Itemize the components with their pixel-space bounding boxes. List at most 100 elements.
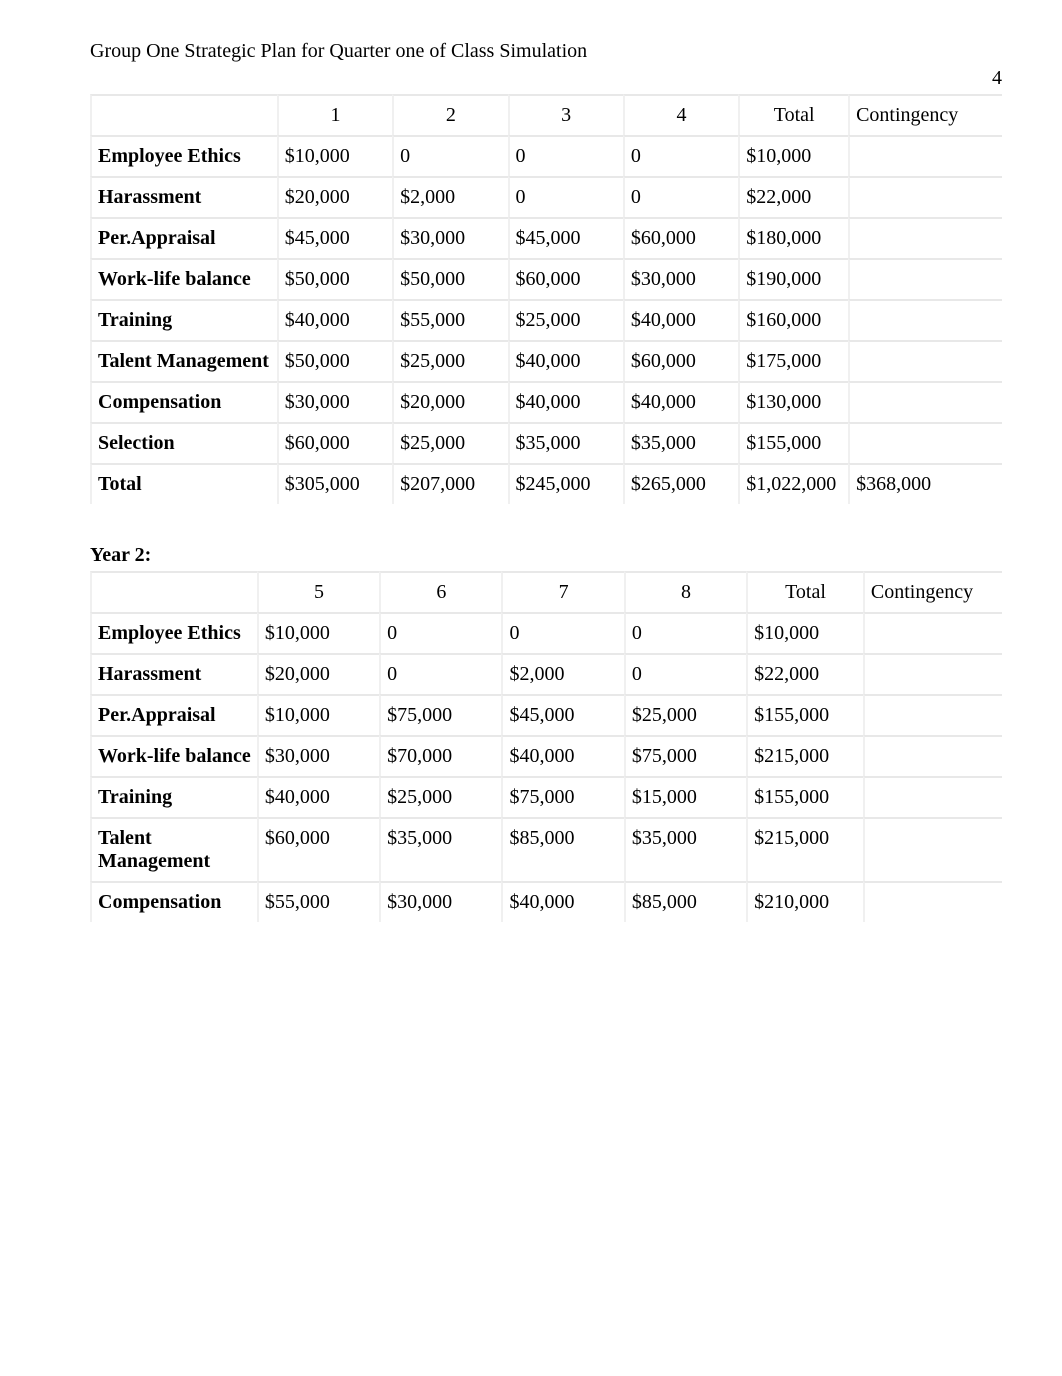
row-label: Work-life balance [90, 258, 277, 299]
cell: $50,000 [277, 258, 392, 299]
cell: $50,000 [277, 340, 392, 381]
col-header [90, 94, 277, 135]
cell [848, 176, 1002, 217]
col-header: 6 [379, 571, 501, 612]
cell: $60,000 [508, 258, 623, 299]
cell: 0 [392, 135, 507, 176]
col-header: 8 [624, 571, 746, 612]
cell [863, 881, 1002, 922]
cell: $40,000 [501, 735, 623, 776]
row-label: Employee Ethics [90, 135, 277, 176]
cell: $40,000 [623, 299, 738, 340]
row-label: Employee Ethics [90, 612, 257, 653]
cell [848, 217, 1002, 258]
cell: $55,000 [257, 881, 379, 922]
cell: $180,000 [738, 217, 848, 258]
cell: $60,000 [257, 817, 379, 881]
cell: $155,000 [746, 694, 863, 735]
cell: $175,000 [738, 340, 848, 381]
cell [848, 422, 1002, 463]
budget-table-year2: 5 6 7 8 Total Contingency Employee Ethic… [90, 571, 1002, 922]
budget-table-year1: 1 2 3 4 Total Contingency Employee Ethic… [90, 94, 1002, 504]
cell: $1,022,000 [738, 463, 848, 504]
cell: $40,000 [508, 340, 623, 381]
page-number: 4 [90, 67, 1002, 90]
cell: 0 [623, 176, 738, 217]
cell: $40,000 [277, 299, 392, 340]
row-label: Selection [90, 422, 277, 463]
col-header: 2 [392, 94, 507, 135]
cell: $75,000 [379, 694, 501, 735]
col-header [90, 571, 257, 612]
row-label: Compensation [90, 381, 277, 422]
col-header: Contingency [863, 571, 1002, 612]
cell: $210,000 [746, 881, 863, 922]
cell: $60,000 [623, 340, 738, 381]
cell: $85,000 [501, 817, 623, 881]
cell [848, 258, 1002, 299]
cell: $30,000 [623, 258, 738, 299]
cell: $30,000 [257, 735, 379, 776]
col-header: Contingency [848, 94, 1002, 135]
cell: 0 [624, 653, 746, 694]
row-label: Talent Management [90, 817, 257, 881]
cell: 0 [508, 176, 623, 217]
cell: $20,000 [257, 653, 379, 694]
section-year2-title: Year 2: [90, 544, 1002, 567]
cell: $22,000 [738, 176, 848, 217]
row-label: Talent Management [90, 340, 277, 381]
cell [863, 612, 1002, 653]
cell: $305,000 [277, 463, 392, 504]
cell: $60,000 [623, 217, 738, 258]
cell: $155,000 [746, 776, 863, 817]
cell: $40,000 [623, 381, 738, 422]
cell [848, 340, 1002, 381]
cell: $30,000 [392, 217, 507, 258]
col-header: Total [746, 571, 863, 612]
cell: $45,000 [508, 217, 623, 258]
table-row: Work-life balance $50,000 $50,000 $60,00… [90, 258, 1002, 299]
cell [848, 299, 1002, 340]
cell: 0 [624, 612, 746, 653]
cell: $30,000 [277, 381, 392, 422]
table-row: Compensation $30,000 $20,000 $40,000 $40… [90, 381, 1002, 422]
cell: $155,000 [738, 422, 848, 463]
cell: 0 [379, 653, 501, 694]
table-row: Compensation $55,000 $30,000 $40,000 $85… [90, 881, 1002, 922]
cell: $35,000 [508, 422, 623, 463]
table-row: Selection $60,000 $25,000 $35,000 $35,00… [90, 422, 1002, 463]
cell: $25,000 [624, 694, 746, 735]
cell: $15,000 [624, 776, 746, 817]
cell: $2,000 [501, 653, 623, 694]
row-label: Training [90, 299, 277, 340]
table-row: Per.Appraisal $10,000 $75,000 $45,000 $2… [90, 694, 1002, 735]
row-label: Per.Appraisal [90, 217, 277, 258]
table-row: Training $40,000 $25,000 $75,000 $15,000… [90, 776, 1002, 817]
table-row-total: Total $305,000 $207,000 $245,000 $265,00… [90, 463, 1002, 504]
table-row: Talent Management $60,000 $35,000 $85,00… [90, 817, 1002, 881]
col-header: 5 [257, 571, 379, 612]
table-row: Per.Appraisal $45,000 $30,000 $45,000 $6… [90, 217, 1002, 258]
cell: 0 [501, 612, 623, 653]
cell: $35,000 [623, 422, 738, 463]
row-label: Compensation [90, 881, 257, 922]
cell: $245,000 [508, 463, 623, 504]
table-row: Work-life balance $30,000 $70,000 $40,00… [90, 735, 1002, 776]
cell: $10,000 [277, 135, 392, 176]
cell: $160,000 [738, 299, 848, 340]
cell: $2,000 [392, 176, 507, 217]
cell: $45,000 [501, 694, 623, 735]
cell [863, 735, 1002, 776]
col-header: 1 [277, 94, 392, 135]
cell: $207,000 [392, 463, 507, 504]
col-header: 3 [508, 94, 623, 135]
cell: $75,000 [624, 735, 746, 776]
cell: $45,000 [277, 217, 392, 258]
table-row: Talent Management $50,000 $25,000 $40,00… [90, 340, 1002, 381]
cell: $10,000 [738, 135, 848, 176]
cell: $10,000 [257, 694, 379, 735]
cell: $85,000 [624, 881, 746, 922]
cell: $70,000 [379, 735, 501, 776]
table-row: Employee Ethics $10,000 0 0 0 $10,000 [90, 135, 1002, 176]
row-label: Work-life balance [90, 735, 257, 776]
